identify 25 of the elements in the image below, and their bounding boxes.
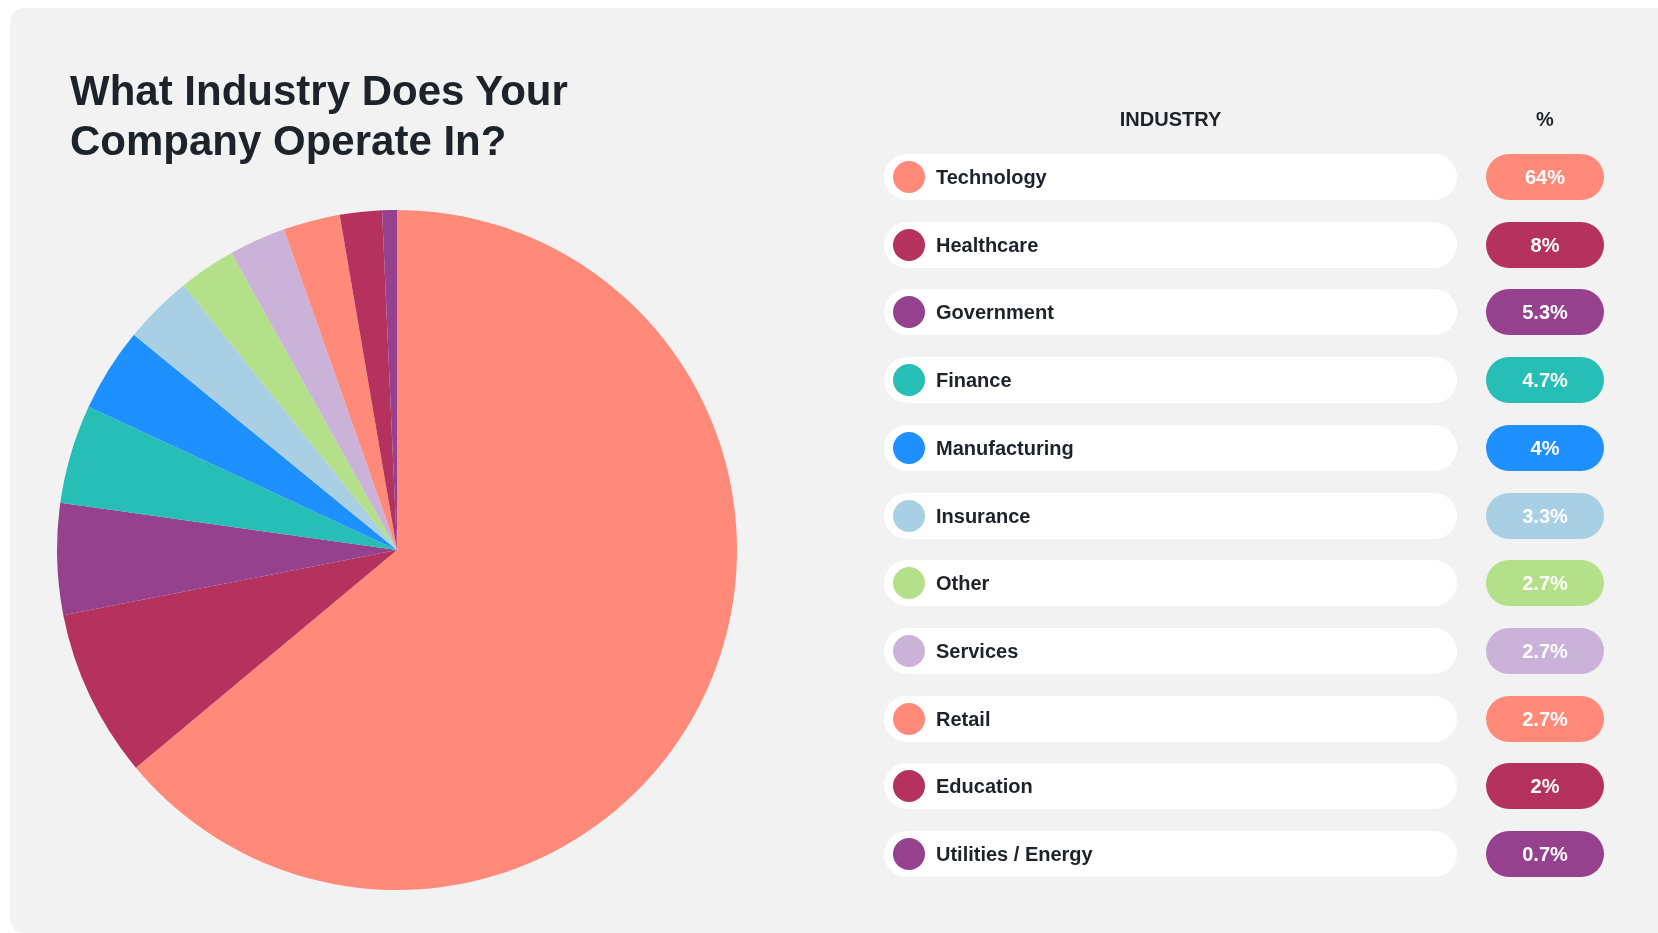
legend-title: INDUSTRY <box>1118 108 1223 131</box>
legend-label: Other <box>936 571 990 597</box>
data-label: 4% <box>1486 424 1604 471</box>
legend-label: Manufacturing <box>936 435 1074 461</box>
text: % <box>1535 108 1555 131</box>
data-label: 2.7% <box>1486 627 1604 674</box>
data-label: 2.7% <box>1486 560 1604 607</box>
data-label: 3.3% <box>1486 492 1604 539</box>
legend-label: Insurance <box>936 503 1031 529</box>
legend-label: Healthcare <box>936 232 1039 258</box>
data-label: 4.7% <box>1486 357 1604 404</box>
data-label: 0.7% <box>1486 831 1604 877</box>
data-label: 2.7% <box>1486 695 1604 742</box>
chart-title: What Industry Does Your Company Operate In? <box>70 66 569 166</box>
legend-label: Retail <box>936 706 991 732</box>
legend-label: Education <box>936 774 1033 800</box>
data-label: 8% <box>1486 221 1604 268</box>
data-label: 5.3% <box>1486 289 1604 336</box>
legend-label: Services <box>936 638 1019 664</box>
legend-label: Technology <box>936 165 1047 190</box>
legend-label: Government <box>936 300 1054 326</box>
data-label: 64% <box>1486 154 1604 200</box>
legend-label: Finance <box>936 368 1012 394</box>
legend-label: Utilities / Energy <box>936 842 1093 867</box>
data-label: 2% <box>1486 763 1604 810</box>
